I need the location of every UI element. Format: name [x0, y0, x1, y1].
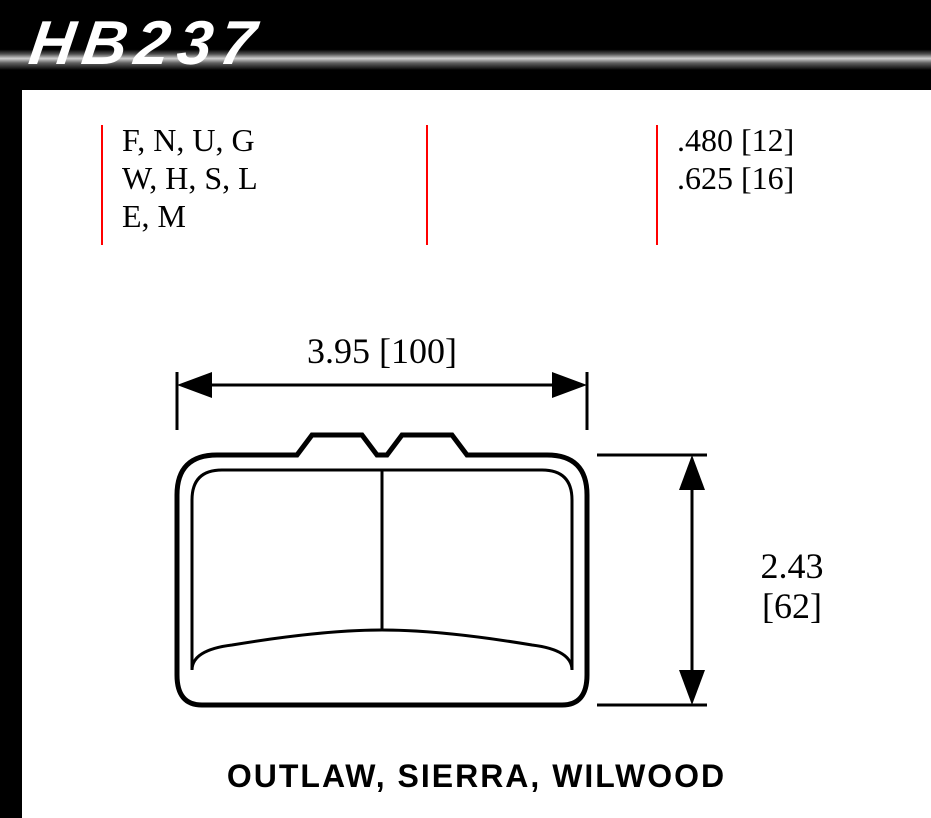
- thickness-row-1: .480 [12]: [677, 122, 794, 159]
- content-area: F, N, U, G W, H, S, L E, M .480 [12] .62…: [22, 90, 931, 818]
- part-number: HB237: [25, 8, 268, 79]
- frame-left: [0, 90, 22, 818]
- compound-row-2: W, H, S, L: [122, 160, 258, 197]
- compound-row-1: F, N, U, G: [122, 122, 255, 159]
- height-dimension: [597, 455, 707, 705]
- pad-outline: [177, 435, 587, 705]
- width-dim-label: 3.95 [100]: [272, 330, 492, 372]
- thickness-row-2: .625 [16]: [677, 160, 794, 197]
- height-dim-label-2: [62]: [737, 585, 847, 627]
- height-dim-label-1: 2.43: [737, 545, 847, 587]
- compound-row-3: E, M: [122, 198, 186, 235]
- application-footer: OUTLAW, SIERRA, WILWOOD: [22, 758, 931, 795]
- width-dimension: [177, 372, 587, 430]
- header-band: HB237: [0, 0, 931, 90]
